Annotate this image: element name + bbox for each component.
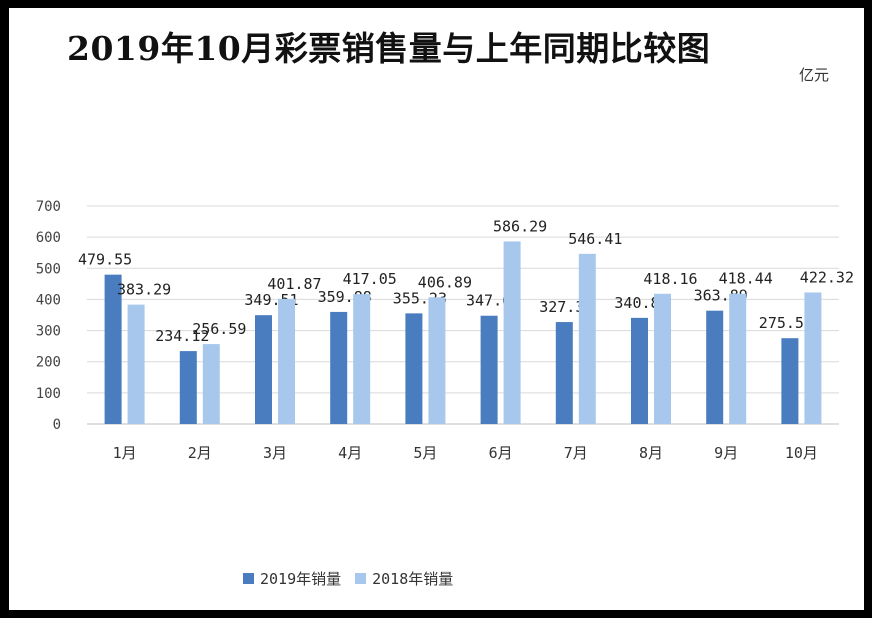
bar-2019 — [781, 338, 799, 424]
x-tick-label: 2月 — [188, 444, 212, 462]
y-tick-label: 300 — [36, 324, 61, 340]
x-tick-label: 5月 — [413, 444, 437, 462]
x-tick-label: 1月 — [113, 444, 137, 462]
bar-2018 — [127, 304, 145, 424]
y-tick-label: 400 — [36, 292, 61, 308]
bar-2018 — [654, 293, 671, 424]
legend-label-2018: 2018年销量 — [372, 570, 454, 588]
bar-2018 — [278, 298, 295, 424]
data-label: 546.41 — [568, 230, 622, 248]
y-tick-label: 0 — [53, 417, 61, 433]
data-label: 401.87 — [267, 275, 321, 293]
bar-2018 — [729, 293, 747, 424]
y-tick-label: 200 — [36, 355, 61, 371]
legend: 2019年销量 2018年销量 — [243, 568, 453, 589]
legend-label-2019: 2019年销量 — [260, 570, 342, 588]
bar-2018 — [503, 241, 521, 424]
bar-2019 — [255, 315, 272, 424]
data-label: 479.55 — [78, 251, 132, 269]
data-label: 275.51 — [759, 314, 813, 332]
data-label: 418.44 — [719, 270, 773, 288]
bar-2018 — [428, 297, 446, 424]
x-tick-label: 6月 — [489, 444, 513, 462]
bar-2018 — [578, 253, 596, 424]
data-label: 406.89 — [418, 273, 472, 291]
y-tick-label: 500 — [36, 261, 61, 277]
legend-swatch-2019 — [243, 573, 254, 584]
bar-2019 — [104, 274, 122, 424]
x-tick-label: 4月 — [338, 444, 362, 462]
bar-2019 — [631, 317, 648, 424]
y-tick-label: 700 — [36, 199, 61, 215]
bar-2019 — [555, 322, 573, 424]
legend-item-2019: 2019年销量 — [243, 568, 341, 589]
x-tick-label: 9月 — [714, 444, 738, 462]
x-tick-label: 10月 — [785, 444, 818, 462]
y-tick-label: 100 — [36, 386, 61, 402]
bar-chart: 0 100 200 300 400 500 600 700 479.55 383.29 1月 234.… — [36, 199, 854, 462]
bar-2019 — [330, 311, 348, 424]
data-label: 234.12 — [155, 327, 209, 345]
x-tick-label: 7月 — [564, 444, 588, 462]
x-tick-label: 8月 — [639, 444, 663, 462]
data-label: 256.59 — [192, 320, 246, 338]
data-label: 422.32 — [800, 268, 854, 286]
chart-frame: 2019年10月彩票销售量与上年同期比较图 亿元 0 100 200 300 400 50… — [9, 8, 864, 610]
data-label: 418.16 — [643, 270, 697, 288]
bar-2019 — [706, 310, 724, 424]
y-tick-label: 600 — [36, 230, 61, 246]
x-tick-label: 3月 — [263, 444, 287, 462]
bar-2019 — [179, 351, 197, 424]
data-label: 586.29 — [493, 217, 547, 235]
legend-item-2018: 2018年销量 — [355, 568, 453, 589]
unit-label: 亿元 — [799, 66, 830, 84]
legend-swatch-2018 — [355, 573, 367, 584]
bar-2019 — [480, 315, 498, 424]
bar-2019 — [405, 313, 423, 424]
bar-2018 — [804, 292, 822, 424]
bar-2018 — [202, 344, 220, 424]
data-label: 383.29 — [117, 281, 171, 299]
data-label: 417.05 — [343, 270, 397, 288]
bar-2018 — [353, 294, 371, 424]
chart-title: 2019年10月彩票销售量与上年同期比较图 — [67, 29, 711, 68]
